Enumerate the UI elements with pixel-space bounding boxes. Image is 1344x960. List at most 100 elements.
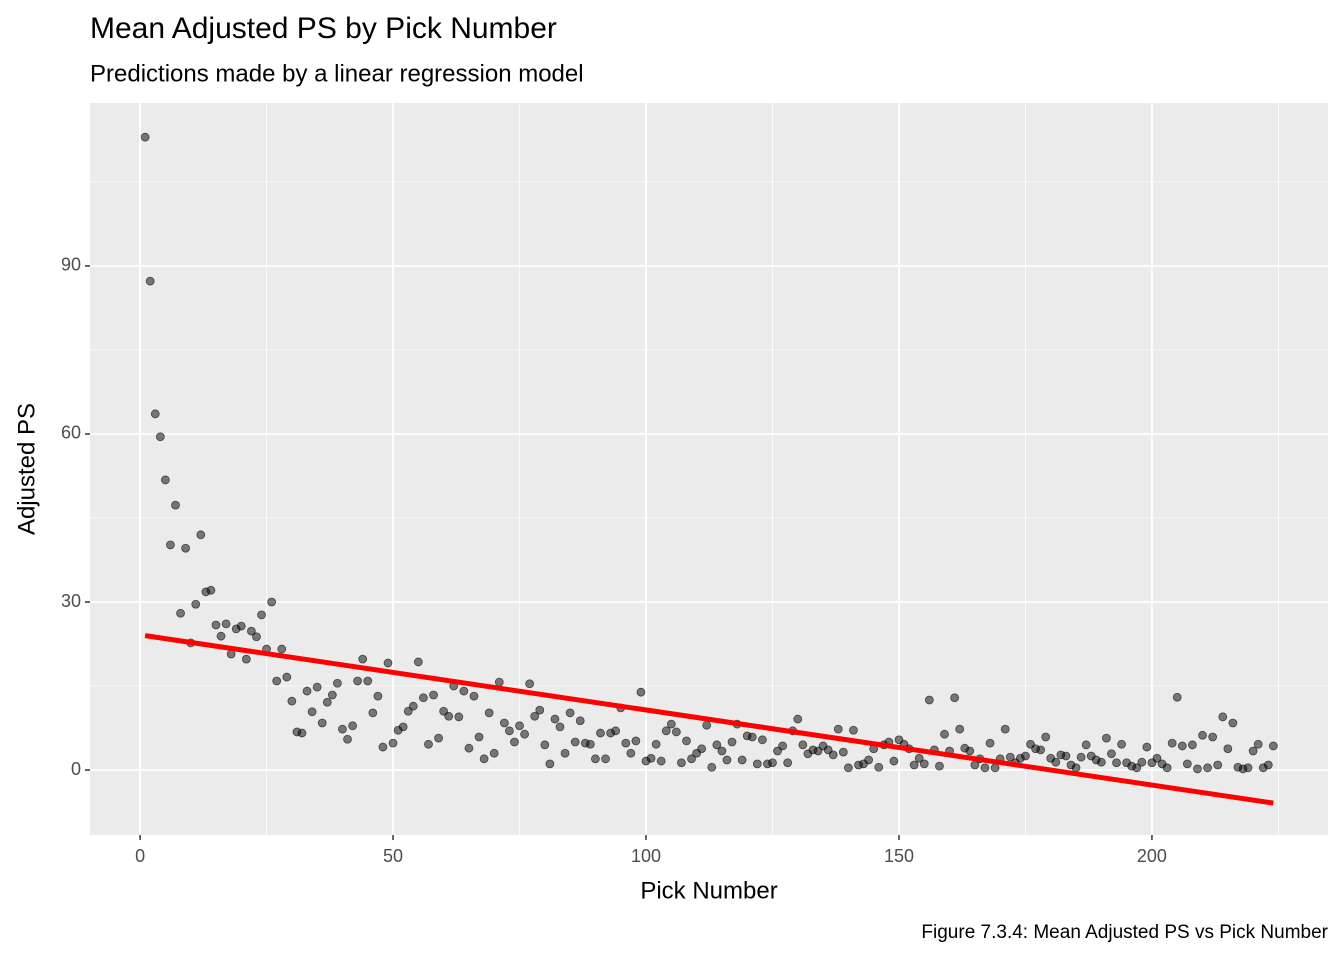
point (520, 729, 529, 739)
point (1198, 730, 1207, 740)
point (211, 620, 221, 630)
point (338, 724, 347, 734)
point (1081, 740, 1091, 750)
point (565, 708, 575, 718)
point (368, 708, 378, 718)
point (1005, 752, 1015, 762)
point (282, 672, 292, 682)
point (1182, 759, 1192, 769)
point (206, 585, 216, 595)
point (145, 276, 155, 286)
point (727, 737, 737, 747)
y-axis-title: Adjusted PS (13, 403, 40, 535)
point (322, 697, 332, 707)
point (1203, 763, 1212, 773)
point (499, 718, 509, 728)
point (838, 747, 848, 757)
point (778, 741, 788, 751)
point (155, 432, 165, 442)
point (747, 732, 757, 742)
x-tick-label: 100 (631, 846, 661, 866)
point (1208, 732, 1218, 742)
point (1102, 733, 1111, 743)
point (160, 475, 170, 485)
point (631, 736, 641, 746)
point (940, 729, 949, 739)
point (343, 734, 352, 744)
point (656, 756, 666, 766)
point (297, 728, 307, 738)
point (221, 619, 231, 629)
point (798, 740, 808, 750)
point (398, 722, 408, 732)
point (424, 739, 433, 749)
point (575, 716, 585, 726)
point (651, 739, 661, 749)
point (383, 658, 393, 668)
point (540, 740, 550, 750)
point (236, 621, 246, 631)
point (661, 726, 671, 736)
point (348, 721, 357, 731)
point (363, 676, 373, 686)
point (1253, 739, 1263, 749)
point (1152, 753, 1162, 763)
point (636, 687, 646, 697)
point (1263, 760, 1273, 770)
x-axis-title: Pick Number (640, 877, 777, 904)
point (919, 759, 929, 769)
point (585, 739, 595, 749)
point (985, 738, 995, 748)
point (494, 677, 504, 687)
point (515, 721, 524, 731)
point (1061, 751, 1071, 761)
point (469, 691, 479, 701)
point (1076, 752, 1086, 762)
x-tick-label: 50 (383, 846, 403, 866)
point (216, 631, 226, 641)
point (1172, 692, 1182, 702)
point (687, 754, 696, 764)
point (864, 755, 874, 765)
point (241, 654, 251, 664)
point (722, 755, 732, 765)
point (140, 132, 150, 142)
point (191, 599, 201, 609)
point (702, 720, 712, 730)
marks (140, 132, 1278, 806)
point (196, 530, 206, 540)
point (914, 753, 924, 763)
point (413, 657, 423, 667)
point (484, 708, 494, 718)
point (828, 750, 838, 760)
point (302, 686, 312, 696)
point (307, 707, 317, 717)
point (505, 726, 514, 736)
point (1218, 712, 1228, 722)
x-tick-label: 200 (1137, 846, 1167, 866)
y-tick-label: 0 (71, 759, 81, 779)
point (171, 500, 180, 510)
point (560, 748, 570, 758)
point (626, 748, 636, 758)
point (1248, 746, 1258, 756)
point (267, 597, 277, 607)
caption: Figure 7.3.4: Mean Adjusted PS vs Pick N… (921, 922, 1328, 943)
point (924, 695, 934, 705)
point (312, 682, 322, 692)
point (1041, 732, 1051, 742)
point (287, 696, 297, 706)
x-tick-label: 150 (884, 846, 914, 866)
point (1117, 739, 1126, 749)
point (980, 763, 990, 773)
point (272, 676, 282, 686)
point (434, 733, 443, 743)
point (408, 701, 418, 711)
point (358, 654, 368, 664)
point (489, 748, 499, 758)
point (1036, 745, 1046, 755)
point (1142, 742, 1152, 752)
chart-subtitle: Predictions made by a linear regression … (90, 60, 584, 87)
point (783, 758, 793, 768)
point (530, 711, 540, 721)
